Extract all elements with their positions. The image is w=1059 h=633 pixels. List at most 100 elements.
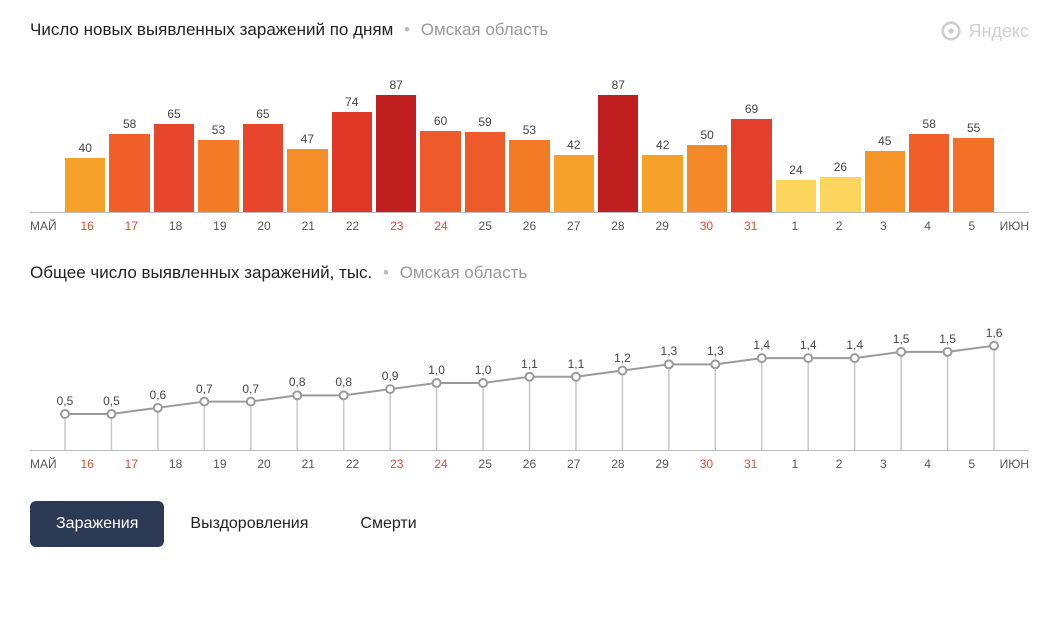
chart1-title-row: Число новых выявленных заражений по дням… (30, 20, 1029, 40)
line-value-label: 0,9 (382, 369, 399, 383)
bar-col: 26 (820, 160, 860, 212)
x-tick: 1 (773, 219, 817, 233)
chart1-region: Омская область (421, 20, 549, 39)
chart2-month-start: МАЙ (30, 457, 57, 471)
line-value-label: 0,8 (289, 375, 306, 389)
x-tick: 16 (65, 219, 109, 233)
x-tick: 16 (65, 457, 109, 471)
x-tick: 23 (375, 219, 419, 233)
title-separator: • (383, 263, 389, 282)
chart2-title: Общее число выявленных заражений, тыс. (30, 263, 372, 282)
bar-col: 59 (465, 115, 505, 212)
bar-col: 42 (642, 138, 682, 212)
line-value-label: 0,5 (57, 394, 74, 408)
x-tick: 22 (330, 219, 374, 233)
bar-col: 74 (332, 95, 372, 212)
line-value-label: 0,6 (150, 388, 167, 402)
x-tick: 31 (729, 219, 773, 233)
chart1-month-end: ИЮН (1000, 219, 1029, 233)
x-tick: 18 (153, 457, 197, 471)
bar (243, 124, 283, 212)
bar-value-label: 45 (878, 134, 891, 148)
bar-value-label: 24 (789, 163, 802, 177)
line-value-label: 1,2 (614, 351, 631, 365)
bar-value-label: 50 (700, 128, 713, 142)
bar-value-label: 47 (301, 132, 314, 146)
x-tick: 23 (375, 457, 419, 471)
bar-value-label: 69 (745, 102, 758, 116)
tab-выздоровления[interactable]: Выздоровления (164, 501, 334, 547)
x-tick: 18 (153, 219, 197, 233)
chart2-xaxis: МАЙ ИЮН 16171819202122232425262728293031… (30, 451, 1029, 471)
bar-col: 87 (376, 78, 416, 212)
chart1-plot: 4058655365477487605953428742506924264558… (30, 58, 1029, 213)
x-tick: 30 (684, 457, 728, 471)
bar-value-label: 65 (167, 107, 180, 121)
bar (598, 95, 638, 212)
x-tick: 29 (640, 457, 684, 471)
line-value-label: 1,0 (428, 363, 445, 377)
bar (865, 151, 905, 212)
bar (376, 95, 416, 212)
bar-col: 47 (287, 132, 327, 212)
bar (109, 134, 149, 212)
x-tick: 20 (242, 457, 286, 471)
x-tick: 26 (507, 457, 551, 471)
bar-value-label: 65 (256, 107, 269, 121)
line-value-label: 0,5 (103, 394, 120, 408)
bar (776, 180, 816, 212)
x-tick: 1 (773, 457, 817, 471)
x-tick: 2 (817, 219, 861, 233)
x-tick: 5 (950, 457, 994, 471)
x-tick: 19 (198, 219, 242, 233)
line-value-label: 1,5 (939, 332, 956, 346)
line-value-label: 0,8 (335, 375, 352, 389)
x-tick: 5 (950, 219, 994, 233)
x-tick: 24 (419, 457, 463, 471)
x-tick: 4 (905, 457, 949, 471)
x-tick: 19 (198, 457, 242, 471)
line-value-label: 1,5 (893, 332, 910, 346)
bar (198, 140, 238, 212)
x-tick: 25 (463, 457, 507, 471)
line-value-label: 1,0 (475, 363, 492, 377)
bar (687, 145, 727, 213)
bar-value-label: 53 (212, 123, 225, 137)
bar-value-label: 87 (389, 78, 402, 92)
bar (332, 112, 372, 212)
bar-col: 53 (198, 123, 238, 212)
line-value-label: 1,3 (707, 344, 724, 358)
x-tick: 30 (684, 219, 728, 233)
bar (287, 149, 327, 212)
line-value-label: 1,4 (800, 338, 817, 352)
chart1-title: Число новых выявленных заражений по дням (30, 20, 393, 39)
x-tick: 21 (286, 219, 330, 233)
line-value-label: 0,7 (196, 382, 213, 396)
chart2-labels: 0,50,50,60,70,70,80,80,91,01,01,11,11,21… (30, 301, 1029, 450)
line-value-label: 0,7 (242, 382, 259, 396)
bar-value-label: 59 (478, 115, 491, 129)
x-tick: 24 (419, 219, 463, 233)
bar (953, 138, 993, 212)
yandex-ring-icon (940, 20, 962, 42)
tab-заражения[interactable]: Заражения (30, 501, 164, 547)
bar-value-label: 26 (834, 160, 847, 174)
line-value-label: 1,1 (568, 357, 585, 371)
yandex-logo-text: Яндекс (968, 21, 1029, 42)
bar-col: 60 (420, 114, 460, 212)
bar-value-label: 60 (434, 114, 447, 128)
bar-col: 55 (953, 121, 993, 212)
total-cases-chart: Общее число выявленных заражений, тыс. •… (30, 263, 1029, 471)
bar-col: 69 (731, 102, 771, 212)
bar (554, 155, 594, 212)
bar-col: 58 (909, 117, 949, 212)
bar-col: 45 (865, 134, 905, 212)
bar (509, 140, 549, 212)
bar (820, 177, 860, 212)
chart1-month-start: МАЙ (30, 219, 57, 233)
x-tick: 28 (596, 219, 640, 233)
x-tick: 20 (242, 219, 286, 233)
bar-value-label: 42 (567, 138, 580, 152)
bar-value-label: 53 (523, 123, 536, 137)
tab-смерти[interactable]: Смерти (334, 501, 442, 547)
